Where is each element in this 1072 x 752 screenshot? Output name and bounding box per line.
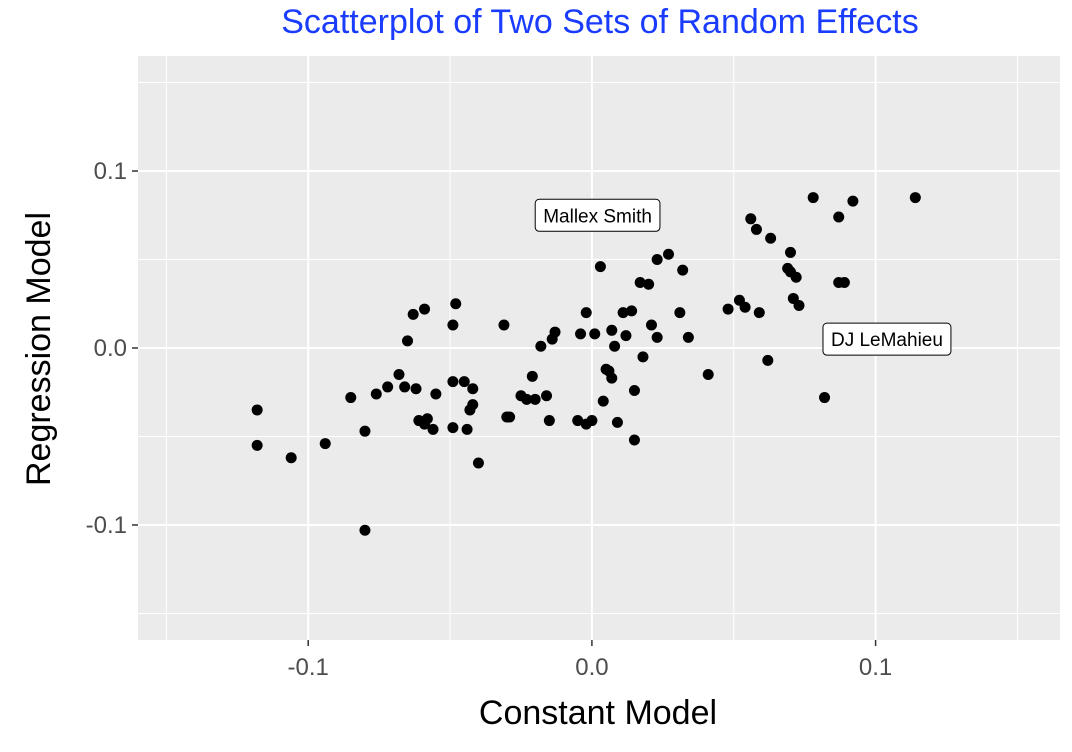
annotations: Mallex Smith DJ LeMahieu bbox=[534, 198, 952, 356]
data-point bbox=[628, 434, 640, 446]
annotation-box bbox=[822, 322, 952, 356]
x-axis-title: Constant Model bbox=[479, 694, 717, 732]
data-point bbox=[628, 384, 640, 396]
y-tick-label: -0.1 bbox=[86, 512, 127, 539]
data-point bbox=[421, 413, 433, 425]
data-point bbox=[402, 335, 414, 347]
data-point bbox=[833, 211, 845, 223]
data-point bbox=[637, 351, 649, 363]
data-point bbox=[609, 340, 621, 352]
annotation-label: Mallex Smith bbox=[534, 198, 661, 232]
data-point bbox=[847, 195, 859, 207]
data-point bbox=[345, 392, 357, 404]
y-tick-label: 0.1 bbox=[94, 158, 127, 185]
data-point bbox=[626, 305, 638, 317]
data-point bbox=[617, 307, 629, 319]
data-point bbox=[838, 277, 850, 289]
data-point bbox=[447, 319, 459, 331]
data-point bbox=[410, 383, 422, 395]
data-point bbox=[739, 301, 751, 313]
data-point bbox=[762, 354, 774, 366]
chart-title: Scatterplot of Two Sets of Random Effect… bbox=[281, 3, 919, 41]
data-point bbox=[447, 376, 459, 388]
data-point bbox=[643, 278, 655, 290]
data-point bbox=[606, 372, 618, 384]
data-point bbox=[467, 399, 479, 411]
data-points bbox=[251, 192, 921, 536]
data-point bbox=[909, 192, 921, 204]
data-point bbox=[526, 370, 538, 382]
data-point bbox=[702, 369, 714, 381]
data-point bbox=[541, 390, 553, 402]
data-point bbox=[606, 324, 618, 336]
data-point bbox=[575, 328, 587, 340]
data-point bbox=[535, 340, 547, 352]
data-point bbox=[251, 439, 263, 451]
data-point bbox=[589, 328, 601, 340]
data-point bbox=[790, 271, 802, 283]
data-point bbox=[765, 232, 777, 244]
data-point bbox=[611, 416, 623, 428]
data-point bbox=[784, 246, 796, 258]
data-point bbox=[819, 392, 831, 404]
data-point bbox=[399, 381, 411, 393]
data-point bbox=[427, 423, 439, 435]
data-point bbox=[359, 524, 371, 536]
data-point bbox=[594, 261, 606, 273]
annotation-text: DJ LeMahieu bbox=[831, 330, 943, 351]
data-point bbox=[677, 264, 689, 276]
data-point bbox=[319, 438, 331, 450]
data-point bbox=[419, 303, 431, 315]
y-tick-label: 0.0 bbox=[94, 335, 127, 362]
data-point bbox=[753, 307, 765, 319]
data-point bbox=[407, 308, 419, 320]
data-point bbox=[285, 452, 297, 464]
data-point bbox=[543, 415, 555, 427]
data-point bbox=[793, 300, 805, 312]
x-tick-label: -0.1 bbox=[288, 654, 329, 681]
data-point bbox=[521, 393, 533, 405]
data-point bbox=[580, 307, 592, 319]
data-point bbox=[370, 388, 382, 400]
data-point bbox=[458, 376, 470, 388]
data-point bbox=[467, 383, 479, 395]
data-point bbox=[597, 395, 609, 407]
annotation-label: DJ LeMahieu bbox=[822, 322, 952, 356]
data-point bbox=[651, 331, 663, 343]
data-point bbox=[447, 422, 459, 434]
y-axis-title: Regression Model bbox=[20, 212, 58, 486]
data-point bbox=[807, 192, 819, 204]
annotation-box bbox=[534, 198, 661, 232]
data-point bbox=[382, 381, 394, 393]
data-point bbox=[745, 213, 757, 225]
data-point bbox=[586, 415, 598, 427]
data-point bbox=[722, 303, 734, 315]
data-point bbox=[750, 223, 762, 235]
data-point bbox=[461, 423, 473, 435]
data-point bbox=[450, 298, 462, 310]
data-point bbox=[251, 404, 263, 416]
data-point bbox=[572, 415, 584, 427]
x-tick-label: 0.1 bbox=[859, 654, 892, 681]
data-point bbox=[504, 411, 516, 423]
data-point bbox=[393, 369, 405, 381]
data-point bbox=[651, 254, 663, 266]
data-point bbox=[682, 331, 694, 343]
data-point bbox=[472, 457, 484, 469]
data-point bbox=[674, 307, 686, 319]
data-point bbox=[663, 248, 675, 260]
data-point bbox=[359, 425, 371, 437]
annotation-text: Mallex Smith bbox=[543, 206, 652, 227]
x-tick-label: 0.0 bbox=[575, 654, 608, 681]
axis-ticks: -0.1 0.0 0.1 -0.1 0.0 0.1 bbox=[86, 158, 893, 681]
data-point bbox=[430, 388, 442, 400]
data-point bbox=[529, 393, 541, 405]
data-point bbox=[498, 319, 510, 331]
data-point bbox=[634, 277, 646, 289]
data-point bbox=[620, 330, 632, 342]
data-point bbox=[549, 326, 561, 338]
data-point bbox=[645, 319, 657, 331]
